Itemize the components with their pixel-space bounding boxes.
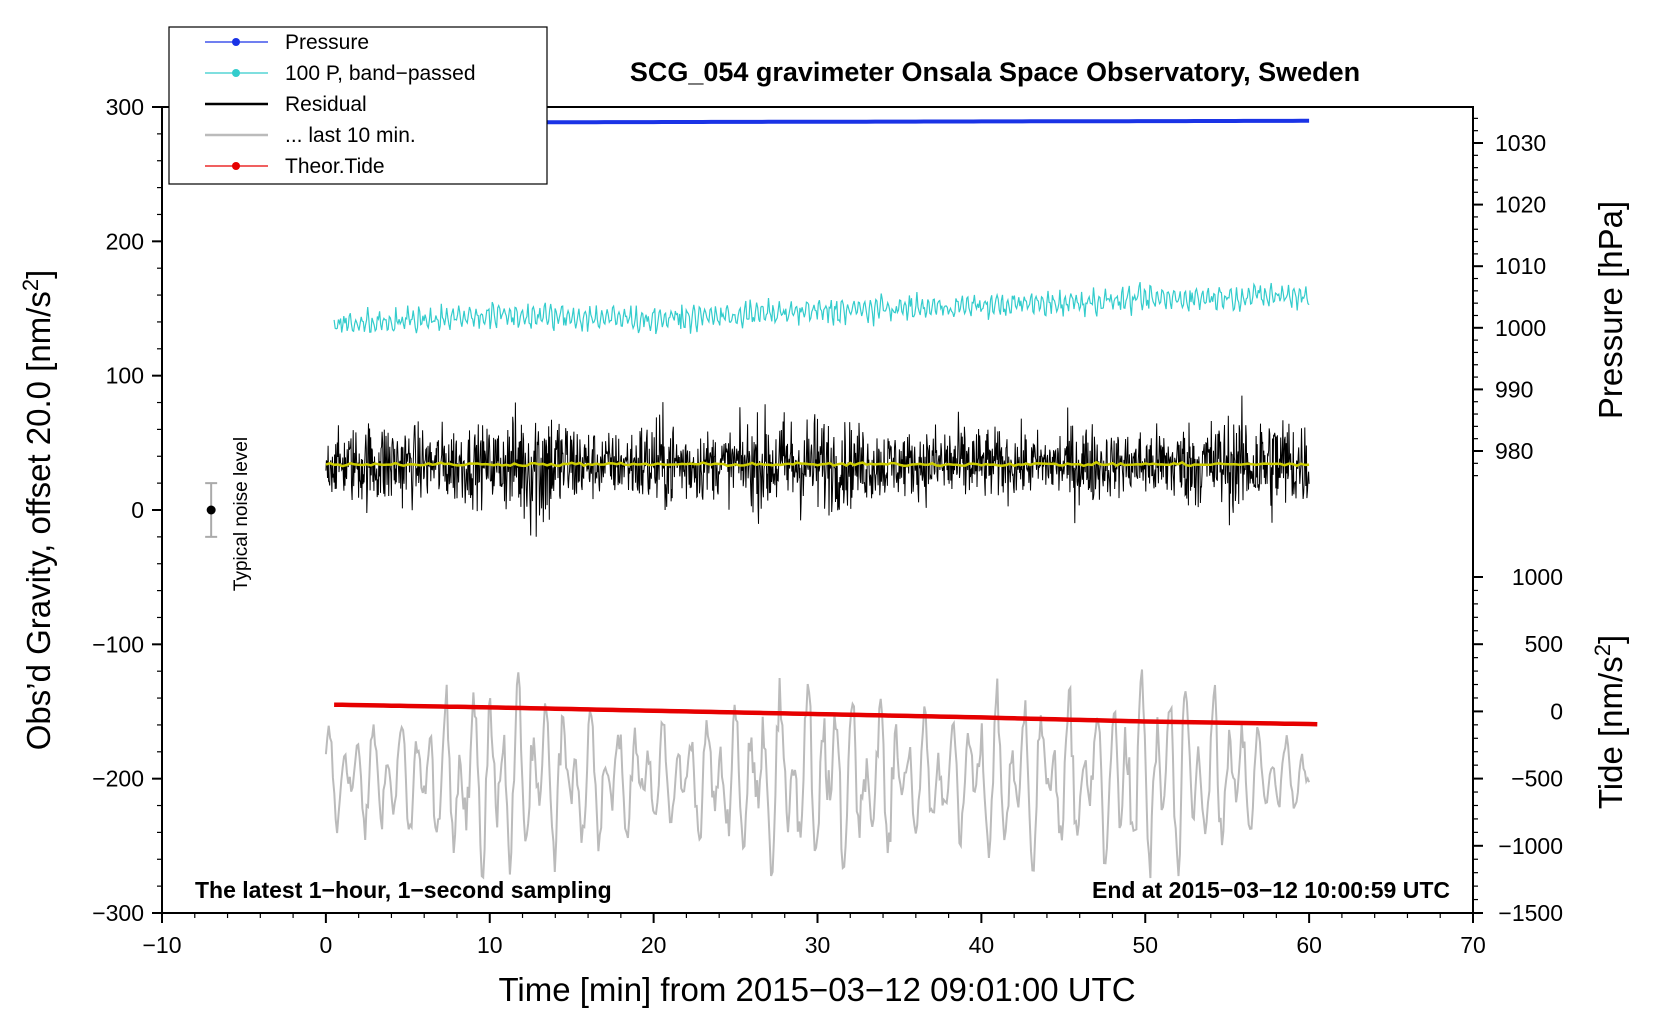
x-tick-label: 60: [1296, 932, 1322, 958]
annotation-end-time: End at 2015−03−12 10:00:59 UTC: [1092, 877, 1450, 903]
legend-box: [168, 26, 548, 185]
x-axis-label: Time [min] from 2015−03−12 09:01:00 UTC: [498, 971, 1135, 1008]
y-tick-label: 100: [106, 363, 144, 389]
x-tick-label: 30: [805, 932, 831, 958]
x-tick-label: 0: [319, 932, 332, 958]
pressure-tick-label: 1030: [1495, 130, 1546, 156]
chart-title: SCG_054 gravimeter Onsala Space Observat…: [630, 57, 1360, 87]
x-tick-label: 50: [1132, 932, 1158, 958]
pressure-tick-label: 980: [1495, 438, 1533, 464]
legend-label: ... last 10 min.: [285, 124, 416, 147]
x-tick-label: 20: [641, 932, 667, 958]
x-tick-label: 10: [477, 932, 503, 958]
legend-label: Theor.Tide: [285, 155, 385, 178]
tide-tick-label: −500: [1511, 766, 1563, 792]
y-tick-label: −200: [92, 766, 144, 792]
legend: Pressure 100 P, band−passed Residual ... la…: [168, 26, 548, 185]
y-axis-label-left: Obs’d Gravity, offset 20.0 [nm/s2]: [18, 270, 57, 751]
y-axis-label-tide: Tide [nm/s2]: [1590, 635, 1629, 809]
series-residual: [325, 395, 1310, 537]
legend-label: Pressure: [285, 31, 369, 54]
y-tick-label: 0: [131, 497, 144, 523]
axis-layer: −10 0 10 20 30 40 50 60 70−300−200−1000100200300…: [92, 94, 1563, 958]
legend-items: Pressure 100 P, band−passed Residual ... la…: [205, 31, 476, 178]
y-tick-label: 300: [106, 94, 144, 120]
y-tick-label: 200: [106, 228, 144, 254]
tide-tick-label: −1000: [1498, 833, 1563, 859]
series-layer: [324, 118, 1318, 880]
series-band-passed: [333, 282, 1310, 335]
pressure-tick-label: 1020: [1495, 192, 1546, 218]
y-tick-label: −300: [92, 900, 144, 926]
series-last-10-min: [324, 669, 1311, 880]
tide-tick-label: 1000: [1512, 564, 1563, 590]
x-tick-label: 40: [969, 932, 995, 958]
annotation-sampling: The latest 1−hour, 1−second sampling: [195, 877, 612, 903]
legend-marker: [232, 69, 240, 77]
legend-marker: [232, 38, 240, 46]
series-residual-smoothed: [325, 460, 1310, 468]
pressure-tick-label: 990: [1495, 376, 1533, 402]
pressure-tick-label: 1010: [1495, 253, 1546, 279]
legend-label: 100 P, band−passed: [285, 62, 476, 85]
tide-tick-label: 0: [1550, 698, 1563, 724]
series-theor-tide: [334, 702, 1318, 727]
noise-level-label: Typical noise level: [231, 437, 252, 591]
tide-tick-label: 500: [1525, 631, 1563, 657]
y-tick-label: −100: [92, 631, 144, 657]
x-tick-label: −10: [142, 932, 181, 958]
legend-marker: [232, 162, 240, 170]
pressure-tick-label: 1000: [1495, 315, 1546, 341]
legend-label: Residual: [285, 93, 367, 116]
x-tick-label: 70: [1460, 932, 1486, 958]
tide-tick-label: −1500: [1498, 900, 1563, 926]
y-axis-label-pressure: Pressure [hPa]: [1592, 201, 1629, 419]
noise-level-dot: [206, 505, 216, 515]
noise-level-indicator: Typical noise level: [205, 437, 252, 591]
